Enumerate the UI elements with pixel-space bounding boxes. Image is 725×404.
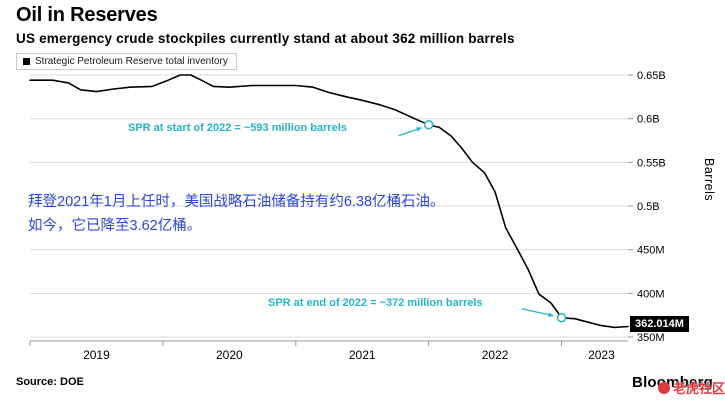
annotation-arrowhead [416, 127, 422, 132]
legend-label: Strategic Petroleum Reserve total invent… [35, 56, 228, 67]
x-tick-label: 2021 [349, 348, 376, 362]
y-tick-label: 0.65B [637, 70, 666, 82]
annotation-chinese-line1: 拜登2021年1月上任时，美国战略石油储备持有约6.38亿桶石油。 [28, 194, 445, 210]
marker-point [423, 120, 434, 130]
x-tick-label: 2023 [588, 348, 615, 362]
legend-swatch-icon [23, 58, 30, 65]
annotation-start-2022: SPR at start of 2022 = ~593 million barr… [128, 122, 347, 134]
x-tick-label: 2019 [83, 348, 110, 362]
annotation-end-2022: SPR at end of 2022 = ~372 million barrel… [268, 297, 483, 309]
tiger-community-label: 老虎社区 [672, 381, 725, 396]
y-tick-label: 400M [637, 288, 665, 300]
x-tick-label: 2020 [216, 348, 243, 362]
annotation-arrowhead [548, 312, 554, 318]
bloomberg-logo: Bloomberg [632, 374, 713, 391]
last-value-badge: 362.014M [630, 316, 689, 332]
tiger-community-icon [657, 381, 670, 394]
y-tick-label: 0.55B [637, 157, 666, 169]
y-tick-label: 0.6B [637, 114, 660, 126]
x-tick-label: 2022 [482, 348, 509, 362]
y-tick-label: 350M [637, 332, 665, 344]
chart-subtitle: US emergency crude stockpiles currently … [16, 31, 515, 46]
source-note: Source: DOE [16, 376, 84, 388]
y-axis-title: Barrels [702, 158, 716, 202]
annotation-chinese-line2: 如今，它已降至3.62亿桶。 [28, 218, 202, 234]
tiger-community-watermark: 老虎社区 [657, 378, 725, 397]
marker-point [556, 313, 567, 323]
annotation-arrow [521, 308, 554, 317]
legend: Strategic Petroleum Reserve total invent… [16, 53, 237, 70]
page-title: Oil in Reserves [16, 4, 158, 26]
series-line [29, 74, 629, 329]
y-tick-label: 0.5B [637, 201, 660, 213]
y-tick-label: 450M [637, 245, 665, 257]
annotation-chinese: 拜登2021年1月上任时，美国战略石油储备持有约6.38亿桶石油。 如今，它已降… [28, 190, 445, 238]
